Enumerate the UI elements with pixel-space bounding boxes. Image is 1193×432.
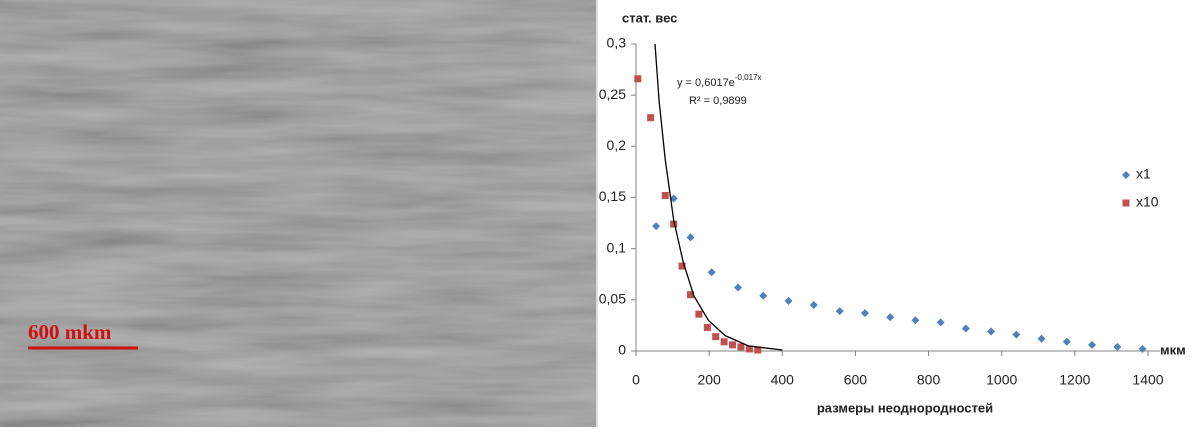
point — [720, 338, 728, 346]
point — [745, 345, 753, 353]
scale-label: 600 mkm — [28, 320, 112, 344]
point — [754, 346, 762, 354]
point — [911, 316, 920, 325]
x-axis-label: размеры неоднородностей — [817, 400, 993, 415]
point — [737, 343, 745, 351]
point — [652, 222, 661, 231]
x-tick-label: 0 — [632, 372, 640, 388]
point — [712, 333, 720, 341]
x-tick-label: 800 — [917, 372, 941, 388]
point — [1138, 344, 1147, 353]
y-tick-label: 0,3 — [607, 35, 627, 51]
point — [1037, 334, 1046, 343]
point — [695, 310, 703, 318]
point — [860, 309, 869, 318]
point — [1062, 337, 1071, 346]
equation-text: y = 0,6017e — [677, 77, 735, 89]
micrograph: 600 mkm — [0, 0, 596, 427]
point — [670, 220, 678, 228]
y-tick-label: 0 — [618, 342, 626, 358]
point — [784, 296, 793, 305]
x-tick-label: 600 — [844, 372, 868, 388]
point — [961, 324, 970, 333]
x-tick-label: 200 — [697, 372, 721, 388]
point — [1012, 330, 1021, 339]
trend-r2: R² = 0,9899 — [689, 95, 747, 107]
x-tick-label: 400 — [771, 372, 795, 388]
y-tick-label: 0,15 — [599, 188, 626, 204]
x-tick-label: 1400 — [1132, 372, 1163, 388]
point — [1113, 342, 1122, 351]
y-tick-label: 0,1 — [607, 239, 627, 255]
x-unit-label: мкм — [1160, 342, 1186, 357]
point — [729, 341, 737, 349]
legend-label: x1 — [1136, 166, 1151, 182]
y-tick-label: 0,25 — [599, 86, 626, 102]
point — [678, 262, 686, 270]
y-tick-label: 0,2 — [607, 137, 627, 153]
equation-exponent: -0,017x — [735, 73, 762, 82]
legend-marker — [1122, 199, 1130, 207]
point — [987, 327, 996, 336]
x-tick-label: 1200 — [1059, 372, 1090, 388]
point — [835, 307, 844, 316]
chart-background — [596, 0, 1193, 427]
point — [936, 318, 945, 327]
legend-marker — [1122, 171, 1130, 179]
point — [886, 313, 895, 322]
point — [669, 194, 678, 203]
y-axis-label: стат. вес — [622, 10, 677, 25]
trend-equation: y = 0,6017e-0,017x — [677, 73, 762, 89]
point — [647, 114, 655, 122]
point — [707, 268, 716, 277]
point — [703, 323, 711, 331]
trendline — [654, 43, 783, 351]
legend-label: x10 — [1136, 194, 1159, 210]
micrograph-texture — [0, 0, 596, 427]
point — [759, 291, 768, 300]
point — [734, 283, 743, 292]
point — [661, 191, 669, 199]
y-tick-label: 0,05 — [599, 291, 626, 307]
point — [634, 75, 642, 83]
point — [686, 291, 694, 299]
point — [1088, 340, 1097, 349]
point — [809, 300, 818, 309]
point — [686, 233, 695, 242]
x-tick-label: 1000 — [986, 372, 1017, 388]
